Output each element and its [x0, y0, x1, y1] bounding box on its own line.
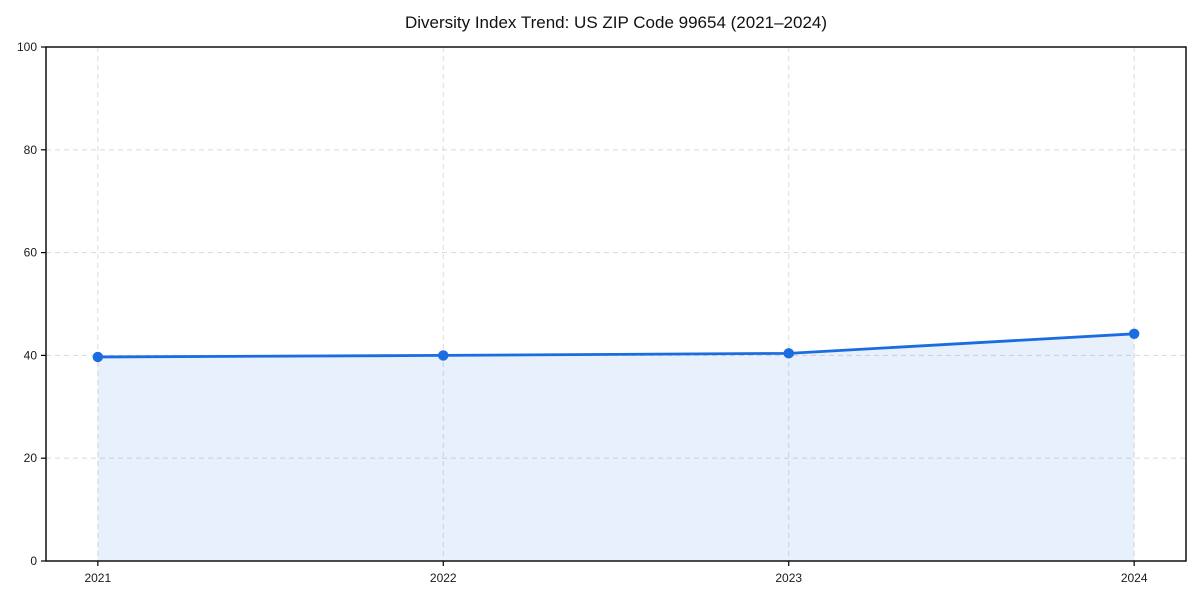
x-axis-tick-label: 2024 [1121, 571, 1148, 585]
data-point-2023 [783, 348, 794, 359]
data-point-2024 [1128, 328, 1140, 340]
x-axis-tick-label: 2021 [84, 571, 111, 585]
y-axis-tick-label: 20 [24, 451, 38, 465]
y-axis-tick-label: 100 [17, 40, 37, 54]
x-axis-tick-label: 2023 [775, 571, 802, 585]
y-axis-tick-label: 80 [24, 143, 38, 157]
trend-line [96, 332, 1136, 359]
chart-title: Diversity Index Trend: US ZIP Code 99654… [404, 13, 828, 32]
y-axis-tick-label: 60 [24, 246, 38, 260]
y-axis-tick-label: 40 [24, 348, 38, 362]
plot-border [45, 46, 1187, 562]
data-point-2022 [438, 350, 449, 361]
y-axis-tick-label: 0 [30, 554, 37, 568]
x-axis-tick-label: 2022 [430, 571, 457, 585]
data-point-2021 [92, 351, 104, 363]
area-fill [97, 333, 1135, 561]
